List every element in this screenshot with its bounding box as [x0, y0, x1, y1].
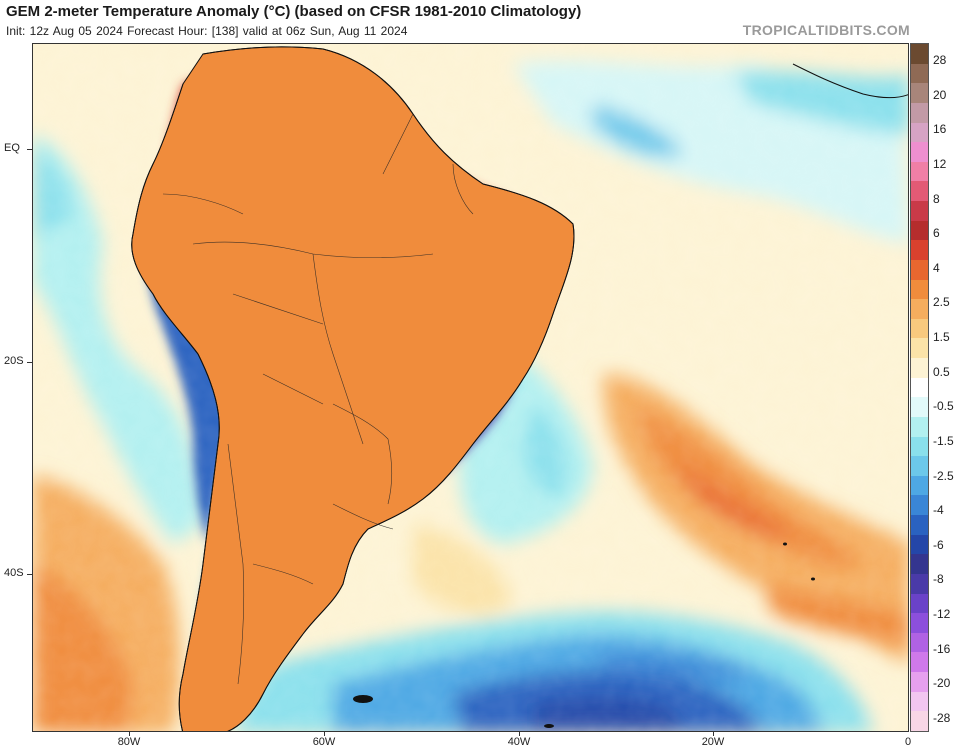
colorbar-label: -28	[933, 711, 951, 725]
colorbar-segment	[911, 515, 928, 536]
colorbar-segment	[911, 593, 928, 614]
colorbar-label: 1.5	[933, 330, 950, 345]
colorbar-label: 8	[933, 191, 940, 206]
colorbar-segment	[911, 318, 928, 339]
temperature-colorbar	[910, 43, 929, 732]
colorbar-segment	[911, 672, 928, 693]
lat-tick-20s	[27, 362, 32, 363]
lat-label-40s: 40S	[4, 567, 24, 579]
colorbar-segment	[911, 613, 928, 634]
colorbar-label: -6	[933, 537, 944, 552]
colorbar-label: -2.5	[933, 468, 954, 483]
colorbar-label: 28	[933, 53, 947, 67]
colorbar-segment	[911, 573, 928, 595]
colorbar-segment	[911, 279, 928, 300]
lon-tick-20w	[713, 732, 714, 736]
colorbar-segment	[911, 299, 928, 320]
colorbar-label: -16	[933, 641, 951, 656]
colorbar-label: 16	[933, 122, 947, 137]
colorbar-segment	[911, 554, 928, 575]
map-subtitle: Init: 12z Aug 05 2024 Forecast Hour: [13…	[6, 24, 408, 38]
colorbar-segment	[911, 358, 928, 379]
lat-tick-40s	[27, 574, 32, 575]
colorbar-segment	[911, 416, 928, 438]
colorbar-label: 0.5	[933, 364, 950, 379]
colorbar-label: -1.5	[933, 433, 954, 448]
country-borders	[162, 113, 474, 685]
colorbar-label: 12	[933, 156, 947, 171]
lon-label-40w: 40W	[507, 736, 531, 748]
islands	[353, 542, 815, 728]
colorbar-segment	[911, 495, 928, 516]
colorbar-segment	[911, 711, 928, 732]
colorbar-segment	[911, 181, 928, 202]
colorbar-label: -4	[933, 503, 944, 518]
anomaly-map[interactable]	[32, 43, 909, 732]
colorbar-segment	[911, 456, 928, 477]
colorbar-segment	[911, 122, 928, 143]
colorbar-label: 6	[933, 226, 940, 241]
lon-label-80w: 80W	[117, 736, 141, 748]
lon-tick-80w	[129, 732, 130, 736]
lat-label-eq: EQ	[4, 142, 20, 154]
colorbar-segment	[911, 240, 928, 261]
colorbar-segment	[911, 691, 928, 712]
lon-tick-40w	[519, 732, 520, 736]
colorbar-segment	[911, 632, 928, 653]
colorbar-label: 20	[933, 87, 947, 102]
lat-tick-eq	[27, 149, 32, 150]
lon-tick-60w	[324, 732, 325, 736]
colorbar-segment	[911, 534, 928, 555]
colorbar-segment	[911, 436, 928, 457]
colorbar-label: -8	[933, 572, 944, 587]
coastline	[131, 46, 908, 731]
colorbar-segment	[911, 63, 928, 84]
brand-watermark[interactable]: TROPICALTIDBITS.COM	[742, 22, 910, 38]
colorbar-segment	[911, 377, 928, 398]
colorbar-segment	[911, 102, 928, 123]
colorbar-segment	[911, 142, 928, 163]
lon-label-20w: 20W	[701, 736, 725, 748]
colorbar-segment	[911, 338, 928, 359]
colorbar-segment	[911, 220, 928, 241]
lon-label-60w: 60W	[312, 736, 336, 748]
colorbar-segment	[911, 44, 928, 65]
lon-label-0: 0	[904, 736, 912, 748]
colorbar-segment	[911, 201, 928, 222]
colorbar-segment	[911, 475, 928, 496]
colorbar-label: 4	[933, 260, 940, 275]
colorbar-label: 2.5	[933, 295, 950, 310]
lat-label-20s: 20S	[4, 355, 24, 367]
colorbar-segment	[911, 161, 928, 182]
colorbar-segment	[911, 259, 928, 281]
colorbar-label: -20	[933, 676, 951, 691]
map-title: GEM 2-meter Temperature Anomaly (°C) (ba…	[6, 3, 582, 20]
colorbar-segment	[911, 652, 928, 673]
colorbar-label: -12	[933, 607, 951, 622]
anomaly-map-canvas	[33, 44, 908, 731]
colorbar-label: -0.5	[933, 399, 954, 414]
colorbar-segment	[911, 397, 928, 418]
colorbar-segment	[911, 83, 928, 104]
